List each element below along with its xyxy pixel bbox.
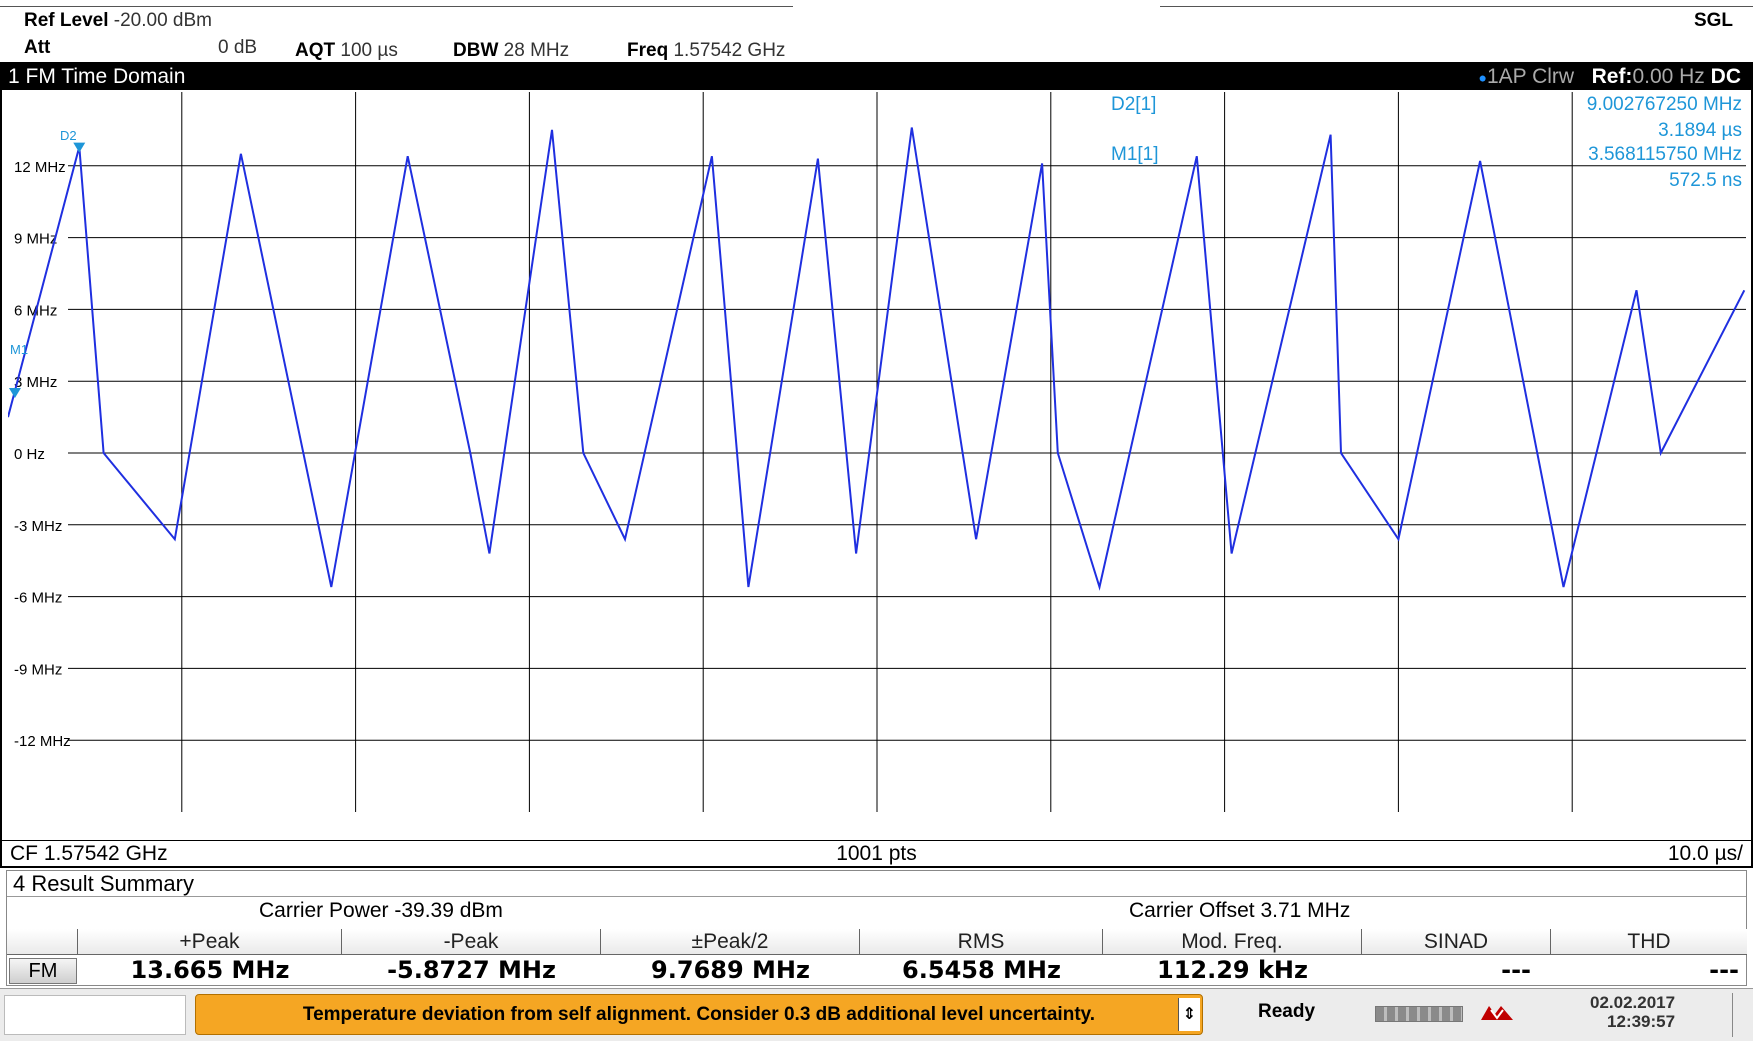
aqt-label: AQT: [295, 40, 336, 61]
status-bar: Temperature deviation from self alignmen…: [0, 988, 1753, 1041]
col-minus-peak: -Peak: [342, 929, 601, 955]
m1-label: M1[1]: [1111, 144, 1159, 165]
dbw-label: DBW: [453, 40, 499, 61]
fm-time-domain-window[interactable]: 1 FM Time Domain ●1AP Clrw Ref:0.00 Hz D…: [0, 62, 1753, 868]
ref-level-value: -20.00 dBm: [113, 10, 212, 31]
trace-dot-icon: ●: [1478, 69, 1487, 86]
carrier-power: Carrier Power -39.39 dBm: [259, 899, 503, 922]
instrument-state: Ready: [1258, 1001, 1316, 1022]
lxi-icon: [1481, 1006, 1513, 1020]
sweep-mode-indicator[interactable]: SGL: [1693, 10, 1733, 31]
time: 12:39:57: [1607, 1012, 1676, 1031]
y-tick-label: -3 MHz: [14, 518, 62, 535]
att-value-text: 0 dB: [218, 37, 258, 58]
freq-label: Freq: [627, 40, 669, 61]
y-tick-label: 9 MHz: [14, 231, 57, 248]
col-mod-freq: Mod. Freq.: [1103, 929, 1362, 955]
d2-label: D2[1]: [1111, 94, 1156, 115]
att-value: 0 dB: [218, 37, 257, 59]
ref-level-setting[interactable]: Ref Level -20.00 dBm: [24, 10, 212, 32]
message-scroll-icon[interactable]: ⇕: [1178, 998, 1200, 1031]
ref-value: 0.00 Hz: [1632, 65, 1705, 88]
trace-mode: 1AP Clrw: [1486, 65, 1575, 88]
d2-time: 3.1894 µs: [1658, 120, 1742, 141]
aqt-value: 100 µs: [340, 40, 398, 61]
dbw-value: 28 MHz: [503, 40, 570, 61]
att-label: Att: [24, 37, 51, 58]
col-thd: THD: [1551, 929, 1747, 955]
m1-tag: M1: [10, 342, 28, 357]
y-tick-label: -12 MHz: [14, 733, 71, 750]
value-mod-freq: 112.29 kHz: [1157, 956, 1308, 984]
m1-marker-icon: [8, 387, 21, 398]
d2-tag: D2: [60, 128, 77, 143]
status-message-text: Temperature deviation from self alignmen…: [302, 1004, 1096, 1025]
y-tick-label: 3 MHz: [14, 374, 57, 391]
trace-info: ●1AP Clrw Ref:0.00 Hz DC: [1478, 64, 1741, 90]
fm-row-label[interactable]: FM: [9, 958, 77, 984]
instrument-header: Ref Level -20.00 dBm Att 0 dB AQT 100 µs…: [0, 0, 1753, 62]
input-box[interactable]: [4, 995, 186, 1035]
row-header-corner: [7, 929, 78, 955]
freq-value: 1.57542 GHz: [673, 40, 786, 61]
value-plus-peak: 13.665 MHz: [130, 956, 290, 984]
d2-marker-icon: [73, 142, 86, 153]
dbw-setting[interactable]: DBW 28 MHz: [453, 40, 569, 62]
y-tick-label: -6 MHz: [14, 590, 62, 607]
result-summary-window[interactable]: 4 Result Summary Carrier Power -39.39 dB…: [6, 870, 1747, 986]
att-setting[interactable]: Att: [24, 37, 50, 59]
col-half-peak: ±Peak/2: [601, 929, 860, 955]
grid: [68, 92, 1746, 812]
carrier-offset: Carrier Offset 3.71 MHz: [1129, 899, 1351, 922]
value-half-peak: 9.7689 MHz: [651, 956, 810, 984]
points-count: 1001 pts: [836, 842, 917, 865]
header-divider-left: [0, 6, 793, 7]
ref-label: Ref:: [1591, 65, 1633, 88]
d2-frequency: 9.002767250 MHz: [1587, 94, 1742, 115]
value-rms: 6.5458 MHz: [902, 956, 1061, 984]
col-rms: RMS: [860, 929, 1103, 955]
freq-setting[interactable]: Freq 1.57542 GHz: [627, 40, 785, 62]
date-time: 02.02.2017 12:39:57: [1590, 993, 1675, 1031]
progress-bar: [1375, 1006, 1463, 1022]
coupling: DC: [1710, 65, 1741, 88]
diagram-title: 1 FM Time Domain: [8, 65, 186, 88]
center-frequency: CF 1.57542 GHz: [10, 842, 168, 865]
col-plus-peak: +Peak: [78, 929, 342, 955]
m1-time: 572.5 ns: [1669, 170, 1742, 191]
diagram-title-bar: 1 FM Time Domain ●1AP Clrw Ref:0.00 Hz D…: [2, 64, 1751, 90]
markers: D2[1] 9.002767250 MHz 3.1894 µs M1[1] 3.5681…: [8, 94, 1742, 398]
fm-trace-line: [8, 127, 1746, 591]
status-message[interactable]: Temperature deviation from self alignmen…: [195, 994, 1203, 1035]
date: 02.02.2017: [1590, 993, 1676, 1012]
diagram-footer: CF 1.57542 GHz 1001 pts 10.0 µs/: [2, 840, 1751, 866]
header-divider-right: [1160, 6, 1753, 7]
y-tick-label: 12 MHz: [14, 159, 66, 176]
value-thd: ---: [1709, 956, 1739, 984]
m1-frequency: 3.568115750 MHz: [1588, 144, 1742, 165]
result-summary-title: 4 Result Summary: [7, 871, 1746, 897]
y-tick-label: 0 Hz: [14, 446, 45, 463]
y-tick-label: -9 MHz: [14, 661, 62, 678]
value-sinad: ---: [1501, 956, 1531, 984]
time-per-division: 10.0 µs/: [1667, 842, 1743, 865]
ref-level-label: Ref Level: [24, 10, 109, 31]
col-sinad: SINAD: [1362, 929, 1551, 955]
status-separator: [1732, 993, 1752, 1037]
aqt-setting[interactable]: AQT 100 µs: [295, 40, 398, 62]
value-minus-peak: -5.8727 MHz: [387, 956, 556, 984]
